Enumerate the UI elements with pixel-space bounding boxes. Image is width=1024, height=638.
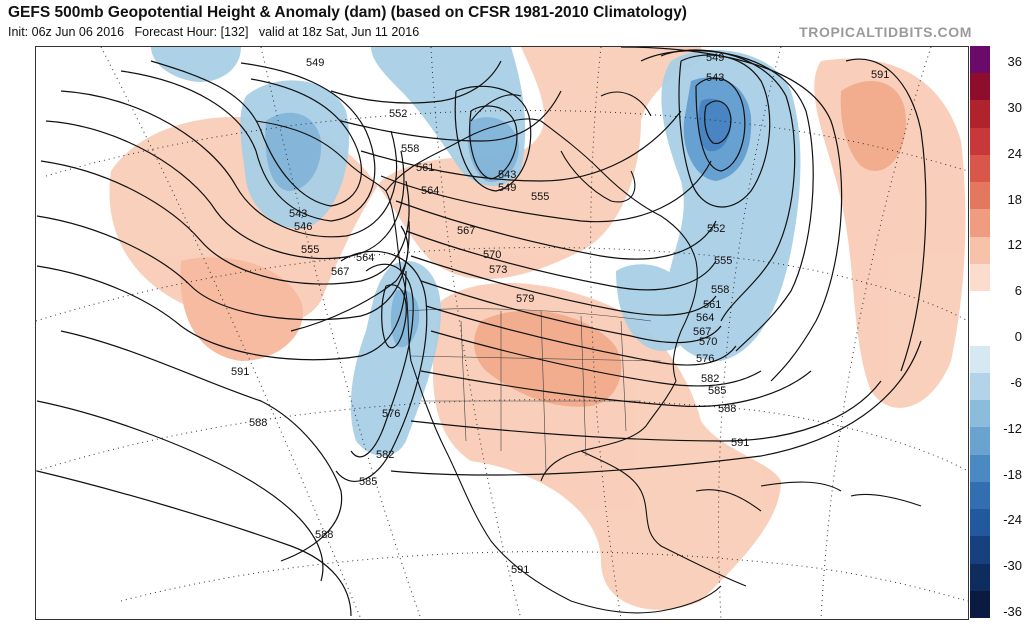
colorbar-swatch bbox=[970, 536, 990, 565]
contour-label: 543 bbox=[498, 169, 516, 181]
colorbar-tick-label: -6 bbox=[1010, 374, 1022, 390]
contour-label: 555 bbox=[714, 255, 732, 267]
contour-label: 570 bbox=[699, 336, 717, 348]
colorbar-swatch bbox=[970, 427, 990, 456]
brand-watermark: TROPICALTIDBITS.COM bbox=[799, 24, 972, 40]
contour-label: 567 bbox=[693, 326, 711, 338]
contour-label: 588 bbox=[315, 529, 333, 541]
contour-label: 555 bbox=[301, 244, 319, 256]
contour-label: 564 bbox=[356, 252, 374, 264]
chart-title: GEFS 500mb Geopotential Height & Anomaly… bbox=[8, 4, 687, 21]
colorbar-swatch bbox=[970, 345, 990, 374]
contour-label: 585 bbox=[359, 476, 377, 488]
colorbar-swatch bbox=[970, 509, 990, 537]
contour-labels: 549 591 549 543 552 558 561 564 567 570 … bbox=[231, 52, 889, 576]
colorbar-swatch bbox=[970, 263, 990, 292]
contour-label: 558 bbox=[401, 143, 419, 155]
colorbar-swatch bbox=[970, 46, 990, 74]
contour-label: 552 bbox=[707, 223, 725, 235]
colorbar-swatch bbox=[970, 236, 990, 265]
positive-anomaly-shading bbox=[109, 47, 966, 610]
colorbar-tick-label: 36 bbox=[1007, 54, 1022, 69]
colorbar-tick-label: -24 bbox=[1003, 512, 1022, 528]
colorbar-swatch bbox=[970, 563, 990, 592]
contour-label: 549 bbox=[306, 57, 324, 69]
colorbar-swatch bbox=[970, 481, 990, 510]
contour-label: 567 bbox=[457, 225, 475, 237]
contour-label: 567 bbox=[331, 266, 349, 278]
coastlines bbox=[255, 91, 922, 614]
contour-label: 549 bbox=[498, 182, 516, 194]
colorbar-swatch bbox=[970, 372, 990, 401]
contour-label: 543 bbox=[706, 72, 724, 84]
colorbar-swatch bbox=[970, 318, 990, 347]
colorbar-tick-label: -36 bbox=[1003, 604, 1022, 619]
contour-label: 543 bbox=[289, 208, 307, 220]
contour-label: 591 bbox=[511, 564, 529, 576]
colorbar-swatch bbox=[970, 291, 990, 319]
anomaly-colorbar: 36 30 24 18 12 6 0 -6 -12 -18 -24 -30 -36 bbox=[968, 46, 1024, 619]
colorbar-tick-label: -30 bbox=[1003, 558, 1022, 574]
colorbar-swatch bbox=[970, 590, 990, 619]
map-svg: 549 591 549 543 552 558 561 564 567 570 … bbox=[36, 47, 968, 619]
colorbar-tick-label: -18 bbox=[1003, 466, 1022, 482]
colorbar-tick-label: 30 bbox=[1007, 99, 1022, 115]
contour-label: 588 bbox=[249, 417, 267, 429]
colorbar-swatch bbox=[970, 100, 990, 129]
contour-label: 570 bbox=[483, 249, 501, 261]
contour-label: 561 bbox=[416, 162, 434, 174]
height-contours bbox=[36, 47, 927, 617]
colorbar-tick-label: -12 bbox=[1003, 420, 1022, 436]
contour-label: 564 bbox=[421, 185, 439, 197]
contour-label: 558 bbox=[711, 284, 729, 296]
contour-label: 576 bbox=[696, 353, 714, 365]
contour-label: 582 bbox=[376, 449, 394, 461]
contour-label: 561 bbox=[703, 299, 721, 311]
colorbar-tick-label: 0 bbox=[1014, 329, 1022, 344]
contour-label: 573 bbox=[489, 264, 507, 276]
colorbar-swatch bbox=[970, 454, 990, 483]
colorbar-swatch bbox=[970, 127, 990, 156]
colorbar-tick-label: 6 bbox=[1014, 283, 1022, 299]
valid-time: valid at 18z Sat, Jun 11 2016 bbox=[258, 25, 420, 39]
map-panel: 549 591 549 543 552 558 561 564 567 570 … bbox=[35, 46, 969, 620]
forecast-hour: Forecast Hour: [132] bbox=[134, 25, 249, 39]
contour-label: 576 bbox=[382, 408, 400, 420]
contour-label: 591 bbox=[731, 437, 749, 449]
contour-label: 549 bbox=[706, 52, 724, 64]
colorbar-tick-label: 18 bbox=[1007, 191, 1022, 207]
colorbar-swatch bbox=[970, 209, 990, 238]
graticule bbox=[36, 47, 968, 619]
contour-label: 564 bbox=[696, 312, 714, 324]
contour-label: 591 bbox=[871, 69, 889, 81]
contour-label: 588 bbox=[718, 403, 736, 415]
contour-label: 582 bbox=[701, 373, 719, 385]
contour-label: 555 bbox=[531, 191, 549, 203]
colorbar-swatch bbox=[970, 73, 990, 101]
colorbar-swatch bbox=[970, 154, 990, 183]
colorbar-tick-label: 24 bbox=[1007, 145, 1022, 161]
contour-label: 585 bbox=[708, 385, 726, 397]
colorbar-swatch bbox=[970, 182, 990, 210]
init-time: Init: 06z Jun 06 2016 bbox=[8, 25, 125, 39]
contour-label: 591 bbox=[231, 366, 249, 378]
colorbar-swatch bbox=[970, 400, 990, 428]
colorbar-tick-label: 12 bbox=[1007, 237, 1022, 253]
negative-anomaly-shading bbox=[151, 47, 801, 456]
contour-label: 546 bbox=[294, 221, 312, 233]
contour-label: 579 bbox=[516, 293, 534, 305]
run-info: Init: 06z Jun 06 2016 Forecast Hour: [13… bbox=[8, 25, 419, 39]
contour-label: 552 bbox=[389, 108, 407, 120]
